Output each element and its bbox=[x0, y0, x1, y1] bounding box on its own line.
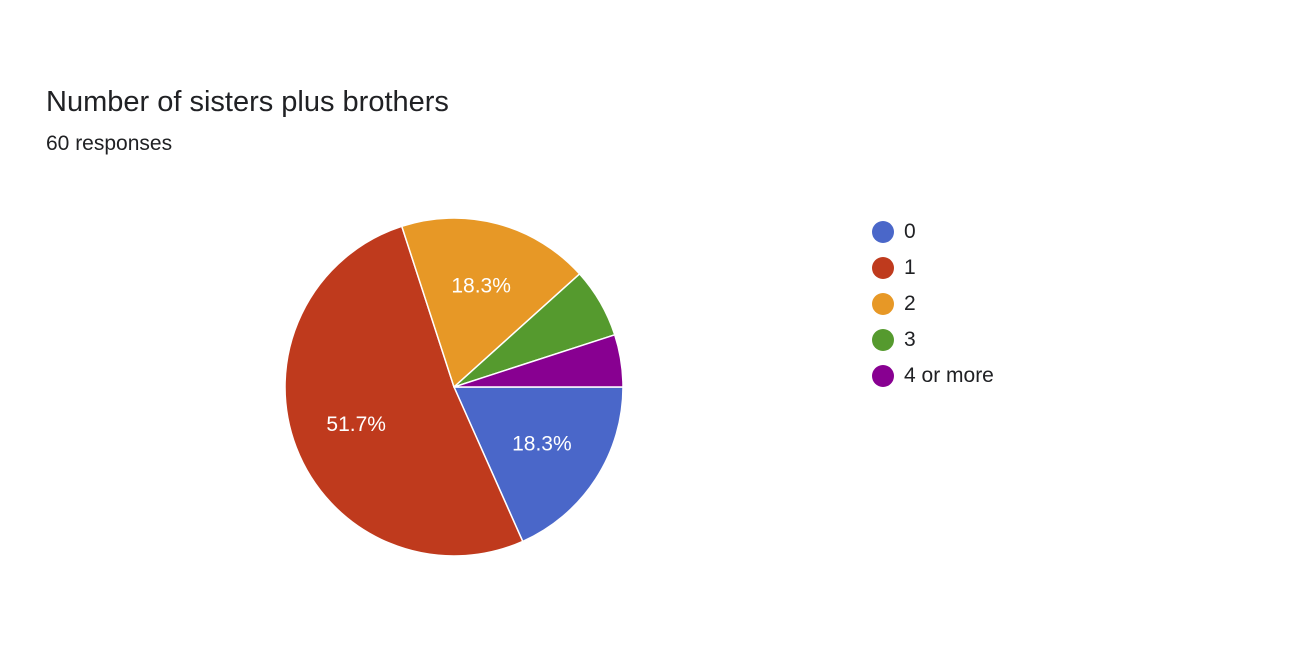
legend-label: 1 bbox=[904, 256, 916, 279]
legend-swatch bbox=[872, 329, 894, 351]
legend-swatch bbox=[872, 365, 894, 387]
legend-item-1[interactable]: 1 bbox=[872, 250, 1172, 286]
legend-swatch bbox=[872, 221, 894, 243]
legend-label: 2 bbox=[904, 292, 916, 315]
response-count: 60 responses bbox=[46, 132, 173, 155]
pie-slice-2[interactable] bbox=[401, 217, 581, 388]
chart-title: Number of sisters plus brothers bbox=[46, 86, 449, 118]
pie-slice-4-or-more[interactable] bbox=[453, 334, 624, 388]
legend-swatch bbox=[872, 257, 894, 279]
legend-label: 0 bbox=[904, 220, 916, 243]
legend-label: 3 bbox=[904, 328, 916, 351]
pie-slices bbox=[284, 217, 624, 557]
legend-label: 4 or more bbox=[904, 364, 994, 387]
slice-percent-label-2: 18.3% bbox=[451, 274, 511, 297]
pie-slice-1[interactable] bbox=[284, 225, 524, 557]
legend-item-4-or-more[interactable]: 4 or more bbox=[872, 358, 1172, 394]
legend-item-0[interactable]: 0 bbox=[872, 214, 1172, 250]
legend-swatch bbox=[872, 293, 894, 315]
pie-slice-0[interactable] bbox=[453, 386, 624, 543]
legend-item-2[interactable]: 2 bbox=[872, 286, 1172, 322]
pie-slice-labels: 18.3% 51.7% 18.3% bbox=[326, 274, 571, 455]
legend-item-3[interactable]: 3 bbox=[872, 322, 1172, 358]
slice-percent-label-1: 51.7% bbox=[326, 413, 386, 436]
legend: 0 1 2 3 4 or more bbox=[872, 214, 1172, 394]
slice-percent-label-0: 18.3% bbox=[512, 433, 572, 456]
